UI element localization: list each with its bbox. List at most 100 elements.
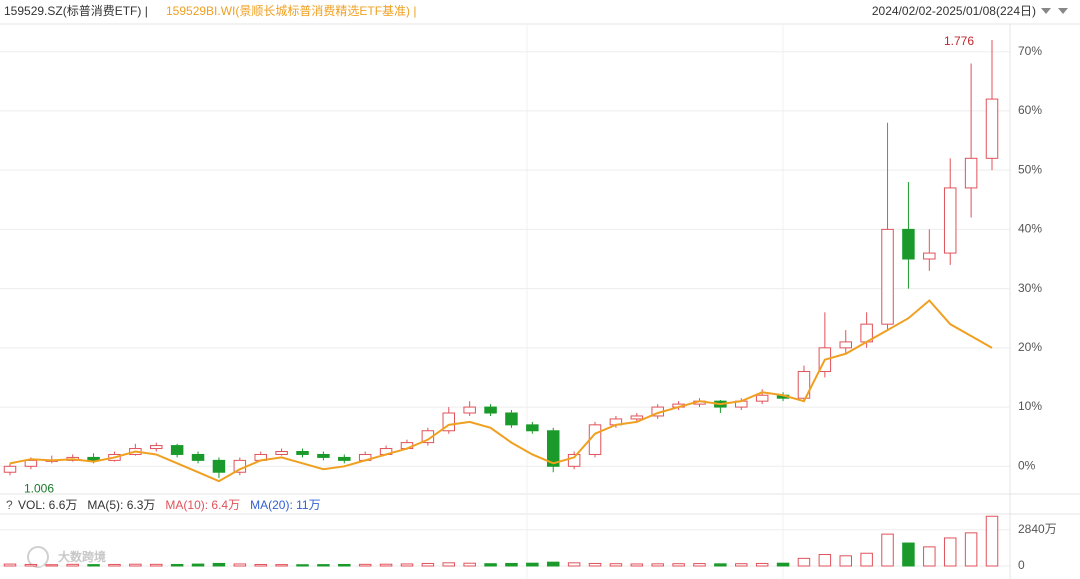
volume-bar — [964, 532, 978, 567]
candle-body — [964, 157, 978, 189]
volume-legend: VOL: 6.6万 — [18, 498, 77, 512]
candle-body — [317, 453, 330, 458]
volume-bar — [588, 562, 602, 567]
volume-bar — [379, 563, 393, 567]
volume-bar — [818, 554, 832, 567]
candle-body — [567, 453, 581, 467]
candle-body — [3, 465, 17, 473]
candle-body — [902, 228, 915, 260]
volume-bar — [3, 563, 17, 567]
volume-bar — [630, 563, 644, 567]
volume-legend: MA(10): 6.4万 — [165, 498, 240, 512]
volume-bar — [191, 563, 205, 567]
candle-body — [296, 451, 309, 455]
volume-bar — [776, 562, 790, 567]
y-tick-label: 60% — [1018, 103, 1042, 117]
volume-bar — [609, 563, 623, 567]
y-tick-label: 20% — [1018, 340, 1042, 354]
volume-bar — [755, 562, 769, 567]
chart-subtitle: 159529BI.WI(景顺长城标普消费精选ETF基准) | — [166, 4, 416, 18]
volume-bar — [881, 533, 894, 567]
y-tick-label: 0% — [1018, 458, 1036, 472]
volume-bar — [108, 563, 121, 567]
volume-bar — [860, 552, 873, 567]
volume-bar — [338, 563, 351, 567]
watermark: 大数跨境 — [58, 549, 106, 564]
watermark-logo — [27, 546, 49, 568]
candle-body — [442, 412, 456, 432]
volume-bar — [212, 562, 226, 567]
candle-body — [797, 371, 811, 399]
candle-body — [526, 424, 539, 432]
candle-body — [212, 459, 226, 473]
volume-bar — [400, 563, 414, 567]
dropdown-icons[interactable] — [1041, 8, 1068, 14]
volume-bar — [839, 555, 852, 567]
volume-bar — [526, 562, 539, 567]
volume-bar — [275, 564, 288, 567]
chart-title: 159529.SZ(标普消费ETF) | — [4, 4, 148, 18]
candle-body — [839, 341, 852, 349]
volume-bar — [735, 563, 748, 567]
volume-bar — [672, 563, 685, 567]
volume-bar — [317, 564, 330, 567]
y-tick-label: 70% — [1018, 44, 1042, 58]
volume-bar — [254, 563, 267, 567]
volume-bar — [943, 537, 957, 567]
date-range[interactable]: 2024/02/02-2025/01/08(224日) — [872, 4, 1036, 18]
volume-bar — [233, 563, 247, 567]
candle-body — [170, 445, 184, 455]
candle-body — [463, 406, 476, 414]
candle-body — [484, 406, 497, 414]
candle-body — [546, 430, 560, 467]
volume-bar — [129, 563, 142, 567]
benchmark-line — [9, 299, 993, 483]
volume-bar — [693, 563, 706, 567]
candle-body — [923, 252, 936, 260]
volume-bar — [484, 563, 497, 567]
candle-body — [881, 228, 894, 325]
volume-bar — [442, 562, 456, 567]
volume-bar — [797, 557, 811, 567]
y-tick-label: 40% — [1018, 222, 1042, 236]
y-tick-label: 30% — [1018, 281, 1042, 295]
volume-bar — [567, 562, 581, 567]
volume-bar — [66, 563, 79, 567]
volume-bar — [24, 563, 38, 567]
volume-tick-label: 2840万 — [1018, 522, 1057, 536]
candle-body — [24, 459, 38, 467]
help-icon[interactable]: ? — [6, 498, 13, 512]
volume-bar — [421, 562, 435, 567]
volume-bar — [170, 563, 184, 567]
volume-bar — [87, 564, 100, 567]
candle-body — [985, 98, 999, 159]
candle-body — [150, 445, 163, 450]
volume-tick-label: 0 — [1018, 558, 1025, 572]
min-label: 1.006 — [24, 481, 54, 495]
max-label: 1.776 — [944, 34, 974, 48]
volume-legend: MA(5): 6.3万 — [87, 498, 155, 512]
volume-bar — [45, 564, 59, 567]
candle-body — [943, 187, 957, 254]
y-tick-label: 50% — [1018, 162, 1042, 176]
volume-bar — [358, 563, 372, 567]
volume-bar — [651, 563, 664, 567]
volume-legend: MA(20): 11万 — [250, 498, 320, 512]
candle-body — [338, 456, 351, 461]
volume-bar — [463, 562, 476, 567]
y-tick-label: 10% — [1018, 399, 1042, 413]
volume-bar — [923, 546, 936, 567]
candle-body — [755, 394, 769, 402]
volume-bar — [714, 563, 727, 567]
candle-body — [630, 415, 644, 420]
candle-body — [275, 451, 288, 455]
volume-bar — [985, 515, 999, 567]
volume-bar — [902, 542, 915, 567]
volume-bar — [296, 564, 309, 567]
volume-bar — [150, 563, 163, 567]
volume-bar — [546, 561, 560, 567]
volume-bar — [505, 562, 518, 567]
candle-body — [191, 453, 205, 461]
candle-body — [505, 412, 518, 426]
